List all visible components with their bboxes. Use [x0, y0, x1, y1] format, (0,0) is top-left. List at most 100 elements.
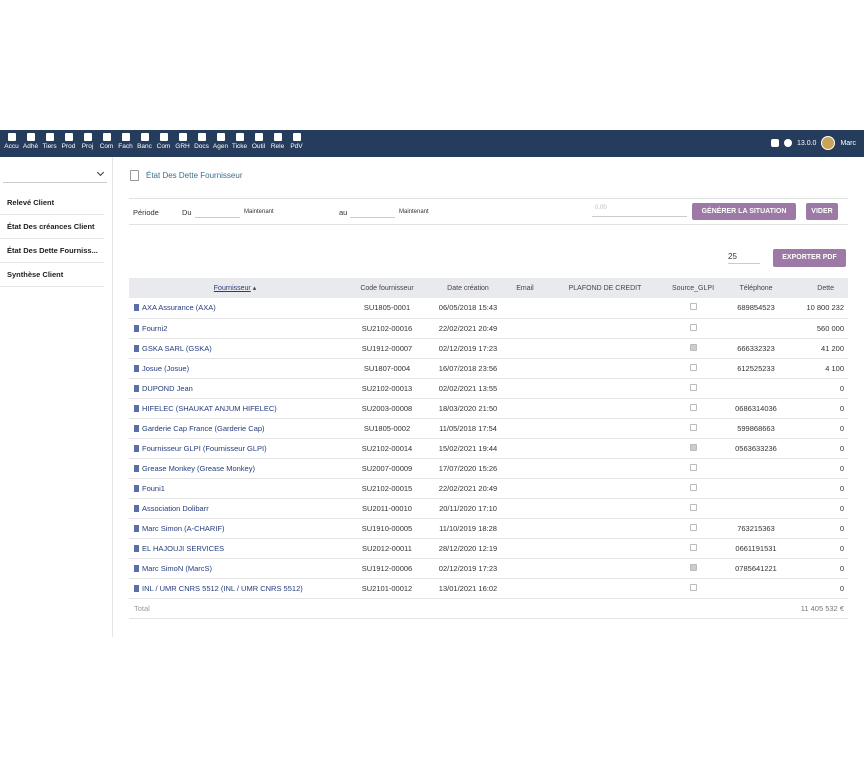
menu-icon — [7, 133, 16, 141]
menu-item[interactable]: Agen — [211, 133, 230, 151]
date-cell: 28/12/2020 12:19 — [433, 538, 503, 559]
supplier-link[interactable]: INL / UMR CNRS 5512 (INL / UMR CNRS 5512… — [142, 583, 303, 593]
menu-label: PdV — [290, 143, 303, 150]
menu-icon — [235, 133, 244, 141]
supplier-icon — [134, 324, 139, 332]
sidebar-link[interactable]: Synthèse Client — [0, 263, 104, 287]
email-cell — [503, 538, 547, 559]
sidebar-link[interactable]: État Des créances Client — [0, 215, 104, 239]
menu-label: Com — [156, 143, 171, 150]
column-header[interactable]: Fournisseur ▴ — [129, 278, 341, 298]
menu-item[interactable]: Tiers — [40, 133, 59, 151]
debt-cell: 4 100 — [789, 358, 848, 379]
phone-cell — [723, 578, 789, 599]
user-name[interactable]: Marc — [840, 139, 856, 147]
from-input[interactable] — [195, 206, 240, 218]
menu-item[interactable]: Fach — [116, 133, 135, 151]
debt-cell: 0 — [789, 458, 848, 479]
header-text: Email — [516, 284, 534, 292]
now-to[interactable]: Maintenant — [399, 209, 429, 215]
from-label: Du — [182, 208, 192, 217]
supplier-link[interactable]: Marc SimoN (MarcS) — [142, 563, 213, 573]
menu-label: GRH — [175, 143, 190, 150]
code-cell: SU2003-00008 — [341, 398, 433, 419]
filter-bar: Période Du Maintenant au Maintenant 0.00… — [129, 198, 848, 225]
menu-item[interactable]: PdV — [287, 133, 306, 151]
credit-cell — [547, 418, 663, 439]
phone-cell: 0563633236 — [723, 438, 789, 459]
total-row: Total 11 405 532 € — [129, 598, 848, 619]
menu-label: Com — [99, 143, 114, 150]
avatar[interactable] — [821, 136, 836, 150]
supplier-link[interactable]: DUPOND Jean — [142, 383, 193, 393]
menu-item[interactable]: Banc — [135, 133, 154, 151]
code-cell: SU1807-0004 — [341, 358, 433, 379]
menu-item[interactable]: Com — [154, 133, 173, 151]
glpi-checkbox — [689, 543, 697, 551]
menu-icon — [292, 133, 301, 141]
email-cell — [503, 518, 547, 539]
sidebar-link[interactable]: Relevé Client — [0, 191, 104, 215]
menu-item[interactable]: GRH — [173, 133, 192, 151]
menu-item[interactable]: Adhé — [21, 133, 40, 151]
debt-cell: 0 — [789, 578, 848, 599]
credit-cell — [547, 478, 663, 499]
menu-item[interactable]: Ticke — [230, 133, 249, 151]
clear-button[interactable]: VIDER — [806, 203, 838, 220]
supplier-link[interactable]: Founi1 — [142, 483, 165, 493]
menu-item[interactable]: Docs — [192, 133, 211, 151]
page-size-select[interactable]: 25 — [728, 252, 760, 264]
table-row: Association Dolibarr SU2011-00010 20/11/20… — [129, 498, 848, 519]
menu-item[interactable]: Com — [97, 133, 116, 151]
phone-cell: 0686314036 — [723, 398, 789, 419]
supplier-link[interactable]: Garderie Cap France (Garderie Cap) — [142, 423, 265, 433]
sidebar-link[interactable]: État Des Dette Fourniss... — [0, 239, 104, 263]
menu-item[interactable]: Accu — [2, 133, 21, 151]
glpi-checkbox — [689, 583, 697, 591]
code-cell: SU2102-00015 — [341, 478, 433, 499]
menu-item[interactable]: Rele — [268, 133, 287, 151]
debt-cell: 0 — [789, 418, 848, 439]
supplier-link[interactable]: Marc Simon (A-CHARIF) — [142, 523, 225, 533]
supplier-link[interactable]: Fournisseur GLPI (Fournisseur GLPI) — [142, 443, 267, 453]
total-value: 11 405 532 € — [789, 598, 848, 619]
supplier-link[interactable]: Association Dolibarr — [142, 503, 209, 513]
menu-item[interactable]: Outil — [249, 133, 268, 151]
glpi-checkbox — [689, 363, 697, 371]
now-from[interactable]: Maintenant — [244, 209, 274, 215]
sidebar-select[interactable] — [3, 165, 107, 183]
supplier-link[interactable]: AXA Assurance (AXA) — [142, 303, 216, 313]
supplier-link[interactable]: Fourni2 — [142, 323, 168, 333]
supplier-link[interactable]: GSKA SARL (GSKA) — [142, 343, 212, 353]
code-cell: SU2102-00014 — [341, 438, 433, 459]
generate-button[interactable]: GÉNÉRER LA SITUATION — [692, 203, 796, 220]
supplier-link[interactable]: Grease Monkey (Grease Monkey) — [142, 463, 255, 473]
menu-item[interactable]: Proj — [78, 133, 97, 151]
glpi-cell — [663, 418, 723, 439]
date-cell: 06/05/2018 15:43 — [433, 298, 503, 319]
header-text: Téléphone — [739, 284, 773, 292]
phone-cell: 689854523 — [723, 298, 789, 319]
supplier-link[interactable]: Josue (Josue) — [142, 363, 190, 373]
code-cell: SU1912-00006 — [341, 558, 433, 579]
export-button[interactable]: EXPORTER PDF — [773, 249, 846, 267]
supplier-icon — [134, 504, 139, 512]
to-input[interactable] — [350, 206, 395, 218]
code-cell: SU2012-00011 — [341, 538, 433, 559]
menu-label: Accu — [4, 143, 19, 150]
menu-label: Rele — [270, 143, 285, 150]
supplier-link[interactable]: HIFELEC (SHAUKAT ANJUM HIFELEC) — [142, 403, 277, 413]
menu-label: Banc — [137, 143, 152, 150]
supplier-link[interactable]: EL HAJOUJI SERVICES — [142, 543, 225, 553]
debt-cell: 0 — [789, 518, 848, 539]
code-cell: SU2007-00009 — [341, 458, 433, 479]
debt-cell: 0 — [789, 438, 848, 459]
print-icon[interactable] — [770, 139, 779, 147]
amount-input[interactable]: 0.00 — [592, 205, 687, 217]
email-cell — [503, 478, 547, 499]
column-header: Email — [503, 278, 547, 298]
code-cell: SU1805-0002 — [341, 418, 433, 439]
menu-items: Accu Adhé Tiers Prod Proj Com Fach Banc Com GRH Do… — [2, 133, 306, 151]
menu-item[interactable]: Prod — [59, 133, 78, 151]
help-icon[interactable] — [783, 139, 792, 147]
